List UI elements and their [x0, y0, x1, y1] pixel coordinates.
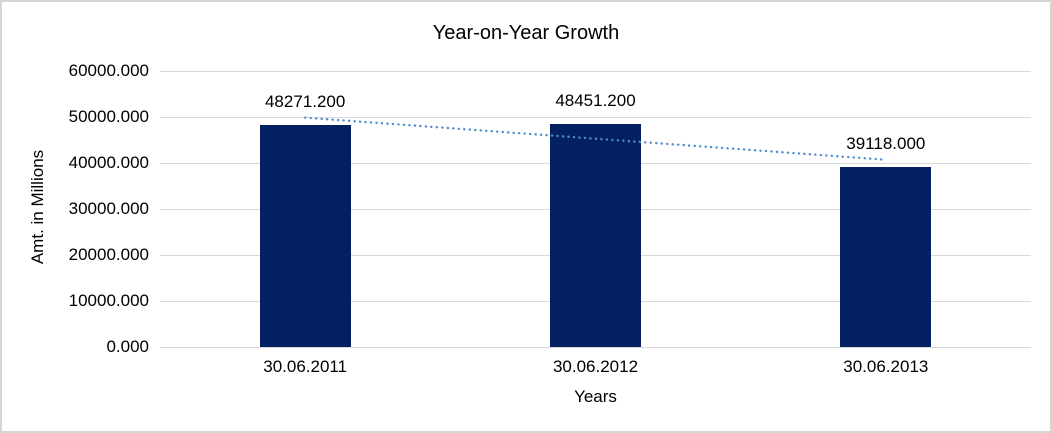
- bar-value-label: 39118.000: [846, 134, 926, 154]
- bar: [840, 167, 932, 347]
- x-tick-label: 30.06.2011: [263, 357, 348, 376]
- y-tick-label: 0.000: [106, 337, 149, 356]
- bar-value-label: 48451.200: [555, 91, 636, 111]
- bar-value-label: 48271.200: [264, 91, 346, 111]
- x-tick-label: 30.06.2012: [552, 357, 639, 376]
- y-tick-label: 40000.000: [68, 153, 149, 172]
- bar: [259, 124, 351, 347]
- x-tick-label: 30.06.2013: [843, 357, 929, 376]
- gridline: [160, 346, 1031, 348]
- gridline: [160, 70, 1031, 72]
- bar: [550, 124, 641, 347]
- y-tick-label: 20000.000: [68, 245, 149, 264]
- y-tick-label: 10000.000: [68, 291, 149, 310]
- x-axis-title: Years: [574, 387, 617, 406]
- y-tick-label: 30000.000: [68, 199, 149, 218]
- chart-title: Year-on-Year Growth: [432, 22, 620, 44]
- y-tick-label: 60000.000: [68, 61, 149, 80]
- gridline: [160, 116, 1031, 118]
- y-tick-label: 50000.000: [68, 107, 149, 126]
